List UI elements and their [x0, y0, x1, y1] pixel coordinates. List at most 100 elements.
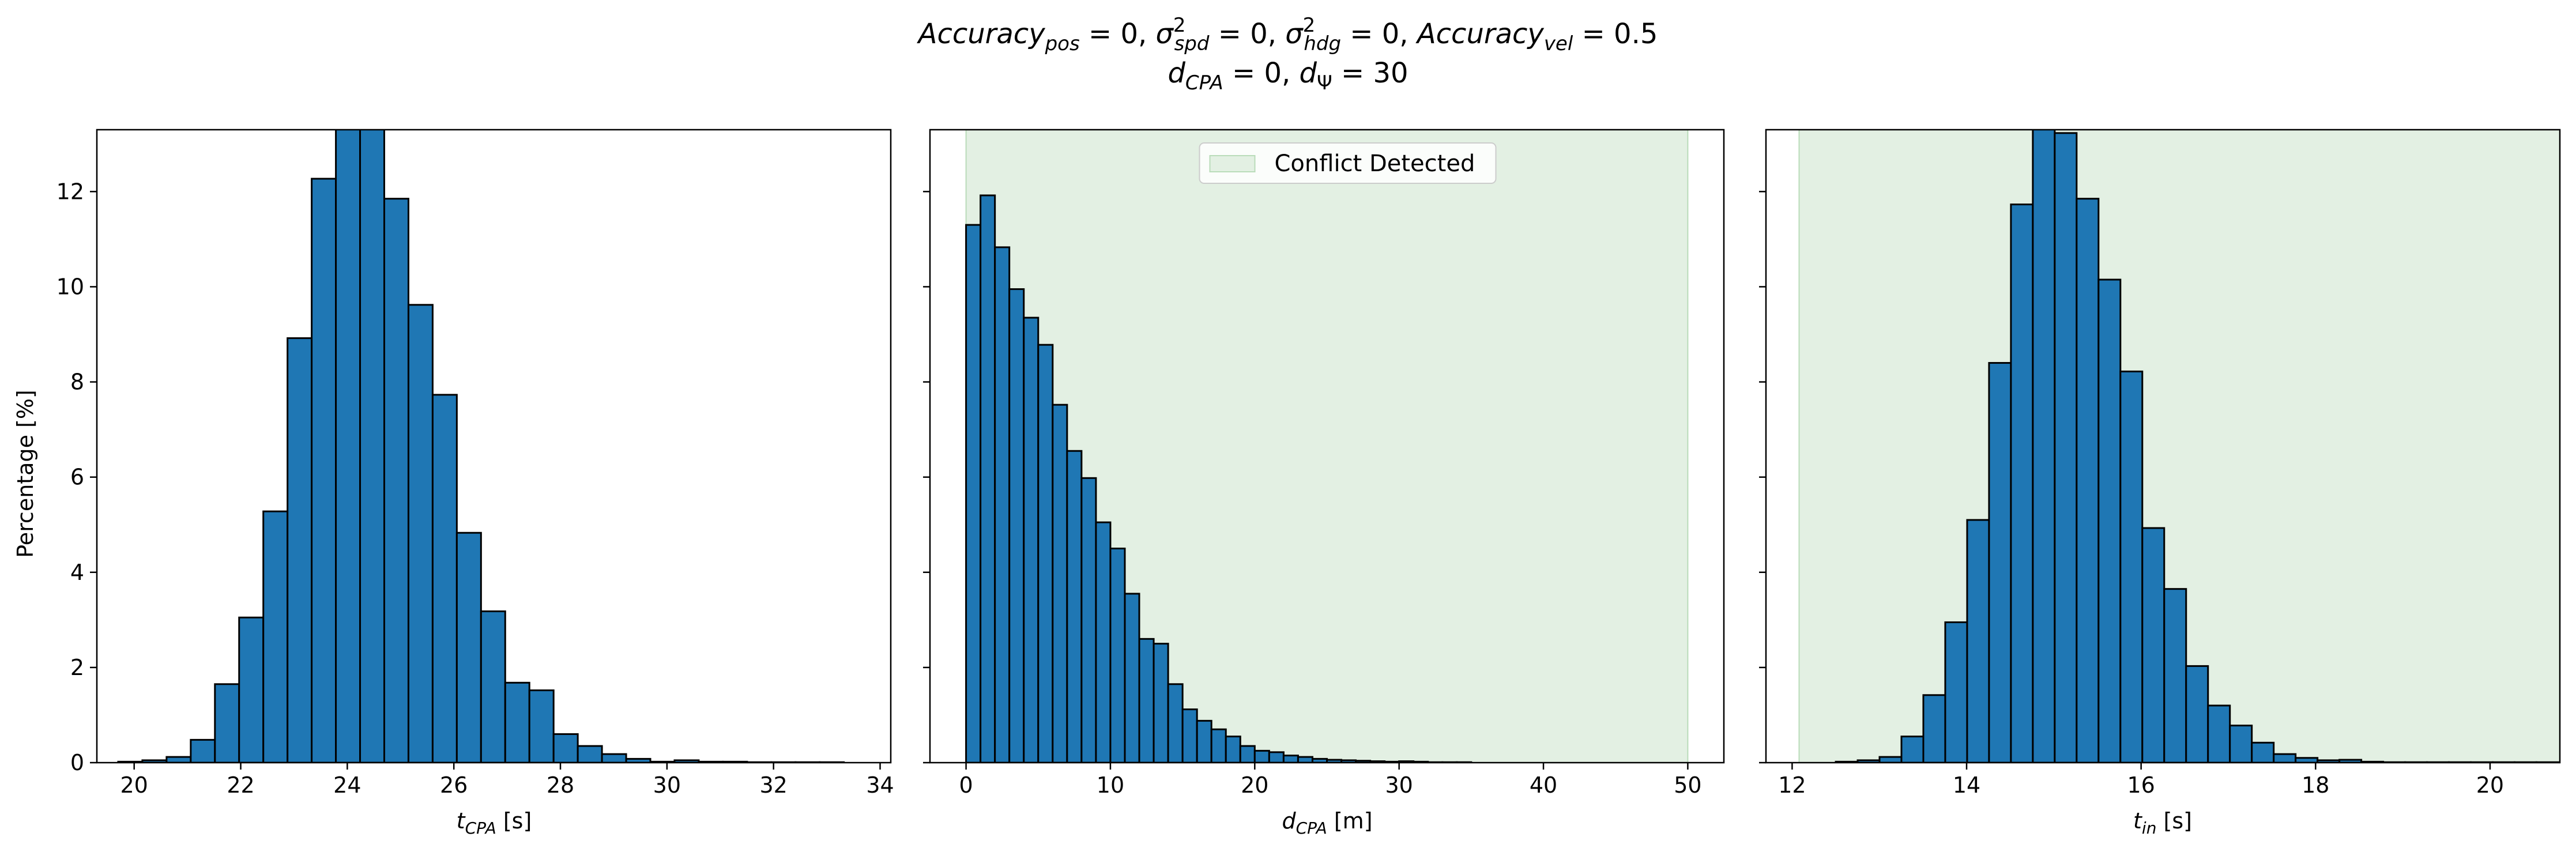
legend: Conflict Detected: [1199, 142, 1497, 184]
histogram-bar: [1080, 477, 1097, 763]
histogram-bar: [2010, 203, 2034, 763]
title-sig-hdg-eq: = 0,: [1341, 18, 1417, 50]
x-tick-label: 18: [2302, 772, 2329, 798]
histogram-bar: [1988, 362, 2012, 763]
histogram-bar: [1268, 751, 1285, 763]
y-tick-label: 2: [70, 655, 84, 680]
histogram-bar: [455, 531, 482, 763]
histogram-bar: [1239, 745, 1256, 763]
title-sig-spd-sub: spd: [1174, 32, 1210, 55]
x-axis-label-d-cpa: dCPA [m]: [1282, 808, 1372, 838]
histogram-bar: [1297, 756, 1313, 763]
title-acc-vel-eq: = 0.5: [1573, 18, 1658, 50]
title-dcpa-eq: = 0,: [1223, 57, 1300, 89]
histogram-bar: [2163, 588, 2187, 763]
histogram-bar: [214, 683, 240, 763]
xlabel-d-cpa-base: d: [1282, 808, 1296, 834]
x-tick-label: 16: [2127, 772, 2155, 798]
xlabel-t-cpa-sub: CPA: [465, 819, 496, 838]
legend-box: [1199, 142, 1497, 184]
xlabel-t-in-sub: in: [2142, 819, 2157, 838]
histogram-bar: [190, 738, 216, 763]
histogram-bar: [287, 337, 313, 763]
x-tick-label: 30: [653, 772, 681, 798]
histogram-bars: [117, 130, 845, 763]
histogram-bar: [165, 756, 192, 763]
x-tick-label: 0: [959, 772, 973, 798]
x-axis-label-t-in: tin [s]: [2133, 808, 2192, 838]
histogram-bar: [1922, 694, 1946, 763]
x-tick-label: 26: [440, 772, 468, 798]
histogram-bar: [1900, 736, 1925, 763]
histogram-bar: [2207, 704, 2231, 763]
x-tick-label: 20: [1241, 772, 1268, 798]
histogram-bar: [1066, 450, 1083, 763]
histogram-bar: [1210, 728, 1227, 763]
histogram-bar: [1196, 719, 1212, 763]
histogram-bar: [1181, 708, 1198, 763]
histogram-bar: [1253, 749, 1270, 763]
histogram-bar: [1124, 593, 1140, 763]
axes-frame: [929, 129, 1725, 764]
histogram-bar: [994, 246, 1011, 763]
xlabel-t-cpa-unit: [s]: [496, 808, 532, 834]
figure-title-line-2: dCPA = 0, dΨ = 30: [1168, 57, 1408, 95]
histogram-bar: [2076, 198, 2100, 763]
title-dpsi-eq: = 30: [1332, 57, 1408, 89]
histogram-bar: [2273, 753, 2297, 763]
histogram-bar: [528, 689, 555, 763]
xlabel-d-cpa-sub: CPA: [1296, 819, 1327, 838]
y-tick-label: 4: [70, 560, 84, 585]
histogram-bar: [2119, 370, 2144, 763]
histogram-bar: [1095, 521, 1112, 763]
x-tick-label: 20: [120, 772, 148, 798]
x-tick-label: 40: [1530, 772, 1557, 798]
title-dcpa-base: d: [1168, 57, 1185, 89]
title-acc-pos-eq: = 0,: [1080, 18, 1156, 50]
conflict-region: [965, 129, 1689, 763]
title-acc-pos-base: Accuracy: [917, 18, 1046, 50]
title-sig-hdg-sub: hdg: [1304, 32, 1341, 55]
title-sig-spd-base: σ: [1156, 18, 1174, 50]
histogram-bar: [2097, 278, 2122, 763]
histogram-bar: [238, 616, 265, 763]
histogram-bar: [431, 394, 458, 763]
histogram-bar: [480, 610, 506, 763]
y-tick-label: 6: [70, 465, 84, 490]
histogram-bar: [577, 745, 603, 763]
histogram-bar: [625, 757, 651, 763]
title-acc-vel-sub: vel: [1544, 32, 1573, 55]
histogram-bar: [359, 130, 385, 763]
legend-swatch: [1209, 155, 1256, 172]
histogram-bar: [1109, 547, 1126, 763]
histogram-bar: [1023, 316, 1040, 763]
x-tick-label: 24: [333, 772, 361, 798]
histogram-bar: [601, 753, 627, 763]
x-tick-label: 14: [1953, 772, 1980, 798]
histogram-bar: [1008, 288, 1025, 763]
x-tick-label: 32: [760, 772, 788, 798]
title-sig-hdg-base: σ: [1285, 18, 1304, 50]
histogram-bar: [407, 304, 434, 763]
histogram-bar: [1153, 643, 1169, 763]
title-acc-vel-base: Accuracy: [1415, 18, 1545, 50]
histogram-bar: [1167, 683, 1184, 763]
x-tick-label: 28: [547, 772, 574, 798]
histogram-bar: [2032, 130, 2056, 763]
title-dpsi-base: d: [1300, 57, 1317, 89]
histogram-bar: [2185, 665, 2209, 763]
x-tick-label: 50: [1674, 772, 1701, 798]
histogram-bar: [965, 224, 982, 763]
panel-d-cpa: 0 10 20 30 40 50 Conflict Detected: [923, 129, 1725, 798]
axes-frame: [96, 129, 892, 764]
xlabel-t-in-unit: [s]: [2156, 808, 2192, 834]
y-tick-label: 12: [57, 179, 84, 204]
x-axis-label-t-cpa: tCPA [s]: [457, 808, 532, 838]
histogram-bar: [980, 194, 996, 763]
y-axis-label: Percentage [%]: [13, 390, 38, 558]
y-tick-label: 10: [57, 274, 84, 299]
histogram-bar: [1966, 519, 1990, 763]
xlabel-t-cpa-base: t: [457, 808, 466, 834]
